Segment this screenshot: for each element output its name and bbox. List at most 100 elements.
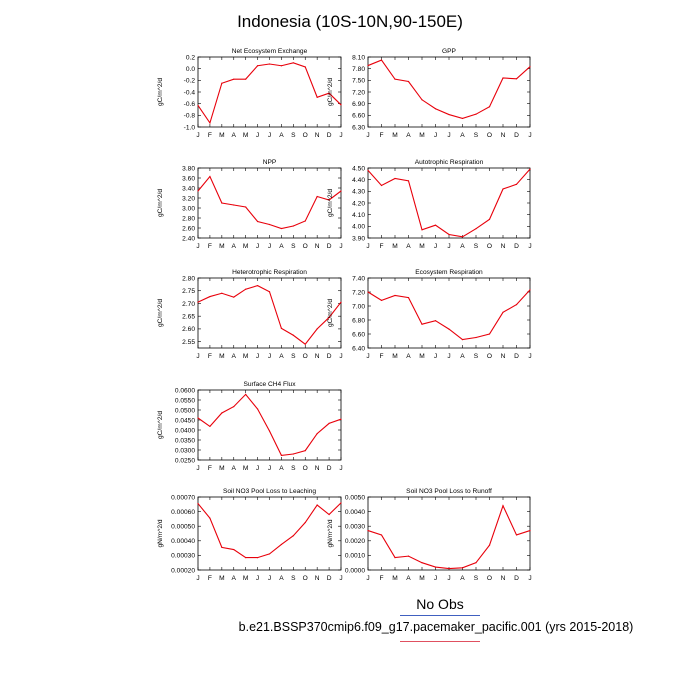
data-point — [380, 59, 383, 61]
data-point — [529, 168, 531, 170]
x-tick-label: M — [419, 132, 425, 139]
y-axis-label: gN/m^2/d — [327, 519, 334, 547]
y-tick-label: 0.0050 — [345, 494, 366, 501]
x-tick-label: A — [232, 243, 237, 250]
y-tick-label: 7.20 — [352, 289, 365, 296]
data-point — [304, 66, 306, 68]
data-point — [502, 311, 504, 313]
series-line — [367, 289, 531, 341]
x-tick-label: S — [474, 132, 479, 139]
y-tick-label: 6.80 — [352, 317, 365, 324]
data-point — [340, 301, 342, 303]
x-tick-label: O — [303, 465, 308, 472]
y-tick-label: -0.4 — [184, 89, 196, 96]
x-tick-label: J — [447, 575, 450, 582]
chart-panel-7: Soil NO3 Pool Loss to Leaching gN/m^2/d 0.… — [157, 488, 343, 582]
y-tick-label: -0.2 — [184, 78, 196, 85]
x-tick-label: S — [291, 353, 296, 360]
legend-label: No Obs — [416, 596, 464, 612]
x-tick-label: J — [339, 465, 342, 472]
plot-frame — [367, 56, 531, 128]
x-tick-label: A — [279, 243, 284, 250]
x-tick-label: M — [419, 575, 425, 582]
x-tick-label: D — [514, 132, 519, 139]
y-tick-label: 0.0400 — [175, 427, 196, 434]
data-point — [394, 78, 396, 80]
x-tick-label: N — [501, 132, 506, 139]
data-point — [280, 454, 283, 456]
data-point — [488, 544, 491, 546]
data-point — [394, 556, 396, 559]
data-point — [245, 556, 247, 559]
x-tick-label: D — [327, 465, 332, 472]
x-tick-label: J — [268, 575, 271, 582]
y-tick-label: 2.40 — [182, 235, 195, 242]
data-point — [475, 562, 477, 564]
data-point — [268, 63, 271, 65]
data-point — [245, 78, 247, 80]
x-tick-label: M — [392, 353, 398, 360]
x-tick-label: A — [279, 465, 284, 472]
y-tick-label: 4.30 — [352, 189, 365, 196]
y-axis-label: gC/m^2/d — [157, 299, 164, 327]
y-tick-label: 0.00070 — [171, 494, 195, 501]
y-tick-label: 7.20 — [352, 89, 365, 96]
data-point — [304, 220, 306, 222]
x-tick-label: S — [291, 132, 296, 139]
x-tick-label: M — [392, 575, 398, 582]
data-point — [209, 425, 211, 427]
x-tick-label: A — [460, 575, 465, 582]
x-tick-label: A — [406, 243, 411, 250]
plot-frame — [197, 389, 342, 461]
data-point — [304, 343, 306, 345]
data-point — [340, 190, 342, 192]
panel-title: Surface CH4 Flux — [243, 381, 296, 388]
data-point — [233, 296, 235, 298]
x-tick-label: A — [232, 132, 237, 139]
y-tick-label: 2.80 — [182, 215, 195, 222]
y-tick-label: 3.80 — [182, 165, 195, 172]
x-tick-label: A — [460, 132, 465, 139]
x-tick-label: J — [339, 353, 342, 360]
x-tick-label: J — [434, 243, 437, 250]
x-tick-label: M — [243, 243, 249, 250]
data-point — [197, 301, 199, 303]
x-tick-label: J — [366, 243, 369, 250]
x-tick-label: J — [339, 575, 342, 582]
data-point — [448, 567, 450, 570]
data-point — [292, 334, 294, 336]
x-tick-label: O — [487, 132, 492, 139]
x-tick-label: J — [268, 132, 271, 139]
y-tick-label: 7.50 — [352, 78, 365, 85]
data-point — [380, 299, 383, 301]
x-tick-label: F — [208, 575, 212, 582]
data-point — [316, 504, 318, 506]
y-tick-label: 2.80 — [182, 275, 195, 282]
y-tick-label: 2.60 — [182, 326, 195, 333]
x-tick-label: F — [379, 132, 383, 139]
x-tick-label: J — [196, 465, 199, 472]
plot-frame — [367, 496, 531, 571]
data-point — [197, 104, 199, 107]
data-point — [280, 65, 283, 67]
x-tick-label: J — [447, 353, 450, 360]
data-point — [209, 175, 211, 178]
x-tick-label: J — [196, 575, 199, 582]
y-tick-label: 4.00 — [352, 224, 365, 231]
x-tick-label: A — [232, 465, 237, 472]
series-line — [367, 504, 531, 570]
y-axis-label: gC/m^2/d — [327, 189, 334, 217]
x-tick-label: M — [219, 575, 225, 582]
y-tick-label: 4.50 — [352, 165, 365, 172]
data-point — [280, 543, 283, 546]
data-point — [280, 327, 283, 329]
x-tick-label: A — [232, 353, 237, 360]
x-tick-label: J — [256, 353, 259, 360]
data-point — [340, 502, 342, 504]
data-point — [268, 291, 271, 293]
y-tick-label: -0.6 — [184, 101, 196, 108]
data-point — [221, 292, 223, 294]
y-tick-label: 0.0010 — [345, 553, 366, 560]
data-point — [380, 534, 383, 536]
data-point — [421, 99, 423, 101]
